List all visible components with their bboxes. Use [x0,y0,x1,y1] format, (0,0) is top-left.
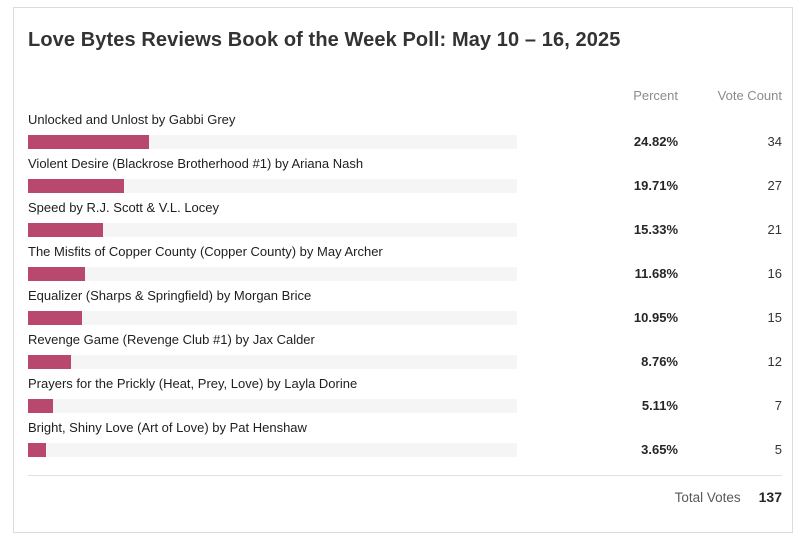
poll-title: Love Bytes Reviews Book of the Week Poll… [28,29,621,51]
poll-vote-count: 7 [774,398,782,413]
poll-bar-fill [28,442,46,457]
poll-results-list: Unlocked and Unlost by Gabbi Grey 24.82%… [28,112,783,464]
poll-option-label: Prayers for the Prickly (Heat, Prey, Lov… [28,376,358,391]
poll-option-row: Unlocked and Unlost by Gabbi Grey 24.82%… [28,112,783,156]
poll-vote-count: 34 [767,134,782,149]
poll-results-card: Love Bytes Reviews Book of the Week Poll… [13,7,793,533]
poll-bar-fill [28,354,71,369]
poll-bar-track [28,398,517,413]
poll-percent-value: 19.71% [633,178,678,193]
poll-bar-track [28,266,517,281]
poll-vote-count: 12 [767,354,782,369]
total-votes-label: Total Votes [674,490,741,505]
poll-percent-value: 8.76% [641,354,678,369]
column-header-row: Percent Vote Count [28,88,783,104]
poll-bar-fill [28,398,53,413]
poll-vote-count: 5 [774,442,782,457]
column-header-vote-count: Vote Count [717,88,782,103]
poll-option-row: Bright, Shiny Love (Art of Love) by Pat … [28,420,783,464]
poll-vote-count: 16 [767,266,782,281]
poll-bar-track [28,178,517,193]
poll-percent-value: 10.95% [633,310,678,325]
poll-option-label: Speed by R.J. Scott & V.L. Locey [28,200,220,215]
poll-bar-track [28,222,517,237]
poll-percent-value: 11.68% [634,266,678,281]
poll-percent-value: 3.65% [641,442,678,457]
total-votes-row: Total Votes 137 [28,489,782,505]
poll-percent-value: 15.33% [633,222,678,237]
poll-vote-count: 21 [767,222,782,237]
poll-bar-track [28,442,517,457]
poll-bar-track [28,134,517,149]
poll-percent-value: 24.82% [633,134,678,149]
poll-bar-fill [28,310,82,325]
poll-option-row: Revenge Game (Revenge Club #1) by Jax Ca… [28,332,783,376]
poll-vote-count: 27 [767,178,782,193]
poll-bar-track [28,354,517,369]
poll-option-label: Unlocked and Unlost by Gabbi Grey [28,112,236,127]
poll-percent-value: 5.11% [641,398,678,413]
poll-bar-fill [28,222,103,237]
column-header-percent: Percent [633,88,678,103]
poll-option-label: Revenge Game (Revenge Club #1) by Jax Ca… [28,332,315,347]
poll-option-row: The Misfits of Copper County (Copper Cou… [28,244,783,288]
poll-bar-fill [28,178,125,193]
poll-option-row: Speed by R.J. Scott & V.L. Locey 15.33% … [28,200,783,244]
divider [28,475,782,476]
poll-option-row: Prayers for the Prickly (Heat, Prey, Lov… [28,376,783,420]
poll-vote-count: 15 [767,310,782,325]
poll-option-label: Violent Desire (Blackrose Brotherhood #1… [28,156,364,171]
poll-option-row: Equalizer (Sharps & Springfield) by Morg… [28,288,783,332]
poll-option-row: Violent Desire (Blackrose Brotherhood #1… [28,156,783,200]
poll-bar-fill [28,266,86,281]
total-votes-value: 137 [758,489,782,505]
poll-option-label: The Misfits of Copper County (Copper Cou… [28,244,383,259]
poll-bar-fill [28,134,150,149]
poll-bar-track [28,310,517,325]
poll-option-label: Bright, Shiny Love (Art of Love) by Pat … [28,420,307,435]
poll-option-label: Equalizer (Sharps & Springfield) by Morg… [28,288,312,303]
